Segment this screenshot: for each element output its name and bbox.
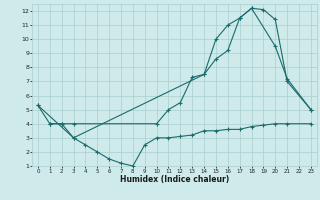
X-axis label: Humidex (Indice chaleur): Humidex (Indice chaleur) (120, 175, 229, 184)
